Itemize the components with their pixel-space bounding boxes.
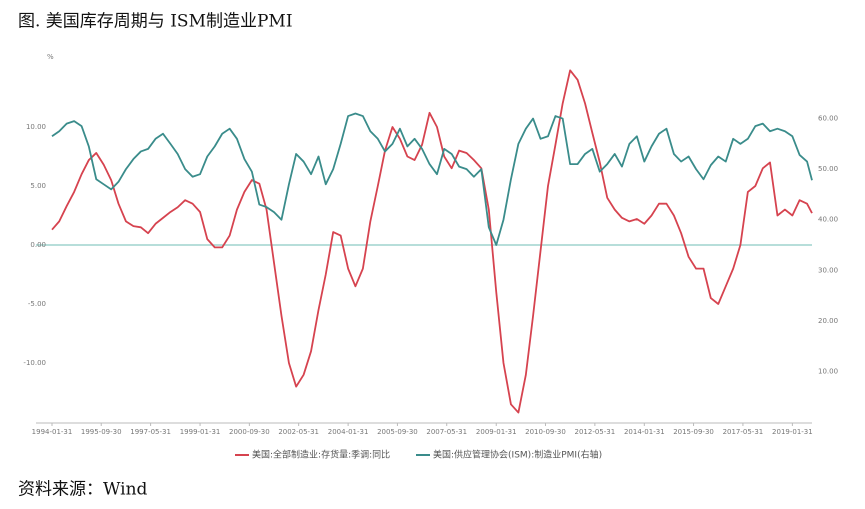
source: 资料来源：Wind	[18, 480, 148, 500]
y2-tick-label: 50.00	[818, 165, 838, 173]
y-tick-label: -5.00	[28, 300, 46, 308]
series-line	[51, 112, 813, 246]
y-tick-label: -10.00	[23, 359, 46, 367]
x-tick-label: 2015-09-30	[673, 428, 714, 436]
y2-tick-label: 60.00	[818, 115, 838, 123]
y-tick-label: 0.00	[30, 241, 46, 249]
y2-tick-label: 40.00	[818, 216, 838, 224]
legend-label: 美国:全部制造业:存货量:季调:同比	[252, 449, 390, 461]
x-tick-label: 2009-01-31	[476, 428, 517, 436]
y2-tick-label: 20.00	[818, 317, 838, 325]
y-tick-label: 10.00	[26, 123, 46, 131]
x-tick-label: 2004-01-31	[328, 428, 369, 436]
x-tick-label: 1995-09-30	[81, 428, 122, 436]
x-tick-label: 2019-01-31	[772, 428, 813, 436]
chart-title: 图. 美国库存周期与 ISM制造业PMI	[18, 12, 293, 32]
x-tick-label: 1994-01-31	[32, 428, 73, 436]
y-tick-label: 5.00	[30, 182, 46, 190]
y2-tick-label: 30.00	[818, 266, 838, 274]
y-unit: %	[47, 53, 54, 61]
x-tick-label: 2014-01-31	[624, 428, 665, 436]
x-tick-label: 1999-01-31	[180, 428, 221, 436]
series-line	[51, 69, 813, 414]
x-tick-label: 2012-05-31	[575, 428, 616, 436]
x-tick-label: 2005-09-30	[377, 428, 418, 436]
x-tick-label: 2002-05-31	[278, 428, 319, 436]
x-tick-label: 2010-09-30	[525, 428, 566, 436]
y2-tick-label: 10.00	[818, 367, 838, 375]
x-tick-label: 2000-09-30	[229, 428, 270, 436]
legend-label: 美国:供应管理协会(ISM):制造业PMI(右轴)	[433, 449, 602, 461]
x-tick-label: 1997-05-31	[130, 428, 171, 436]
x-tick-label: 2017-05-31	[723, 428, 764, 436]
x-tick-label: 2007-05-31	[426, 428, 467, 436]
